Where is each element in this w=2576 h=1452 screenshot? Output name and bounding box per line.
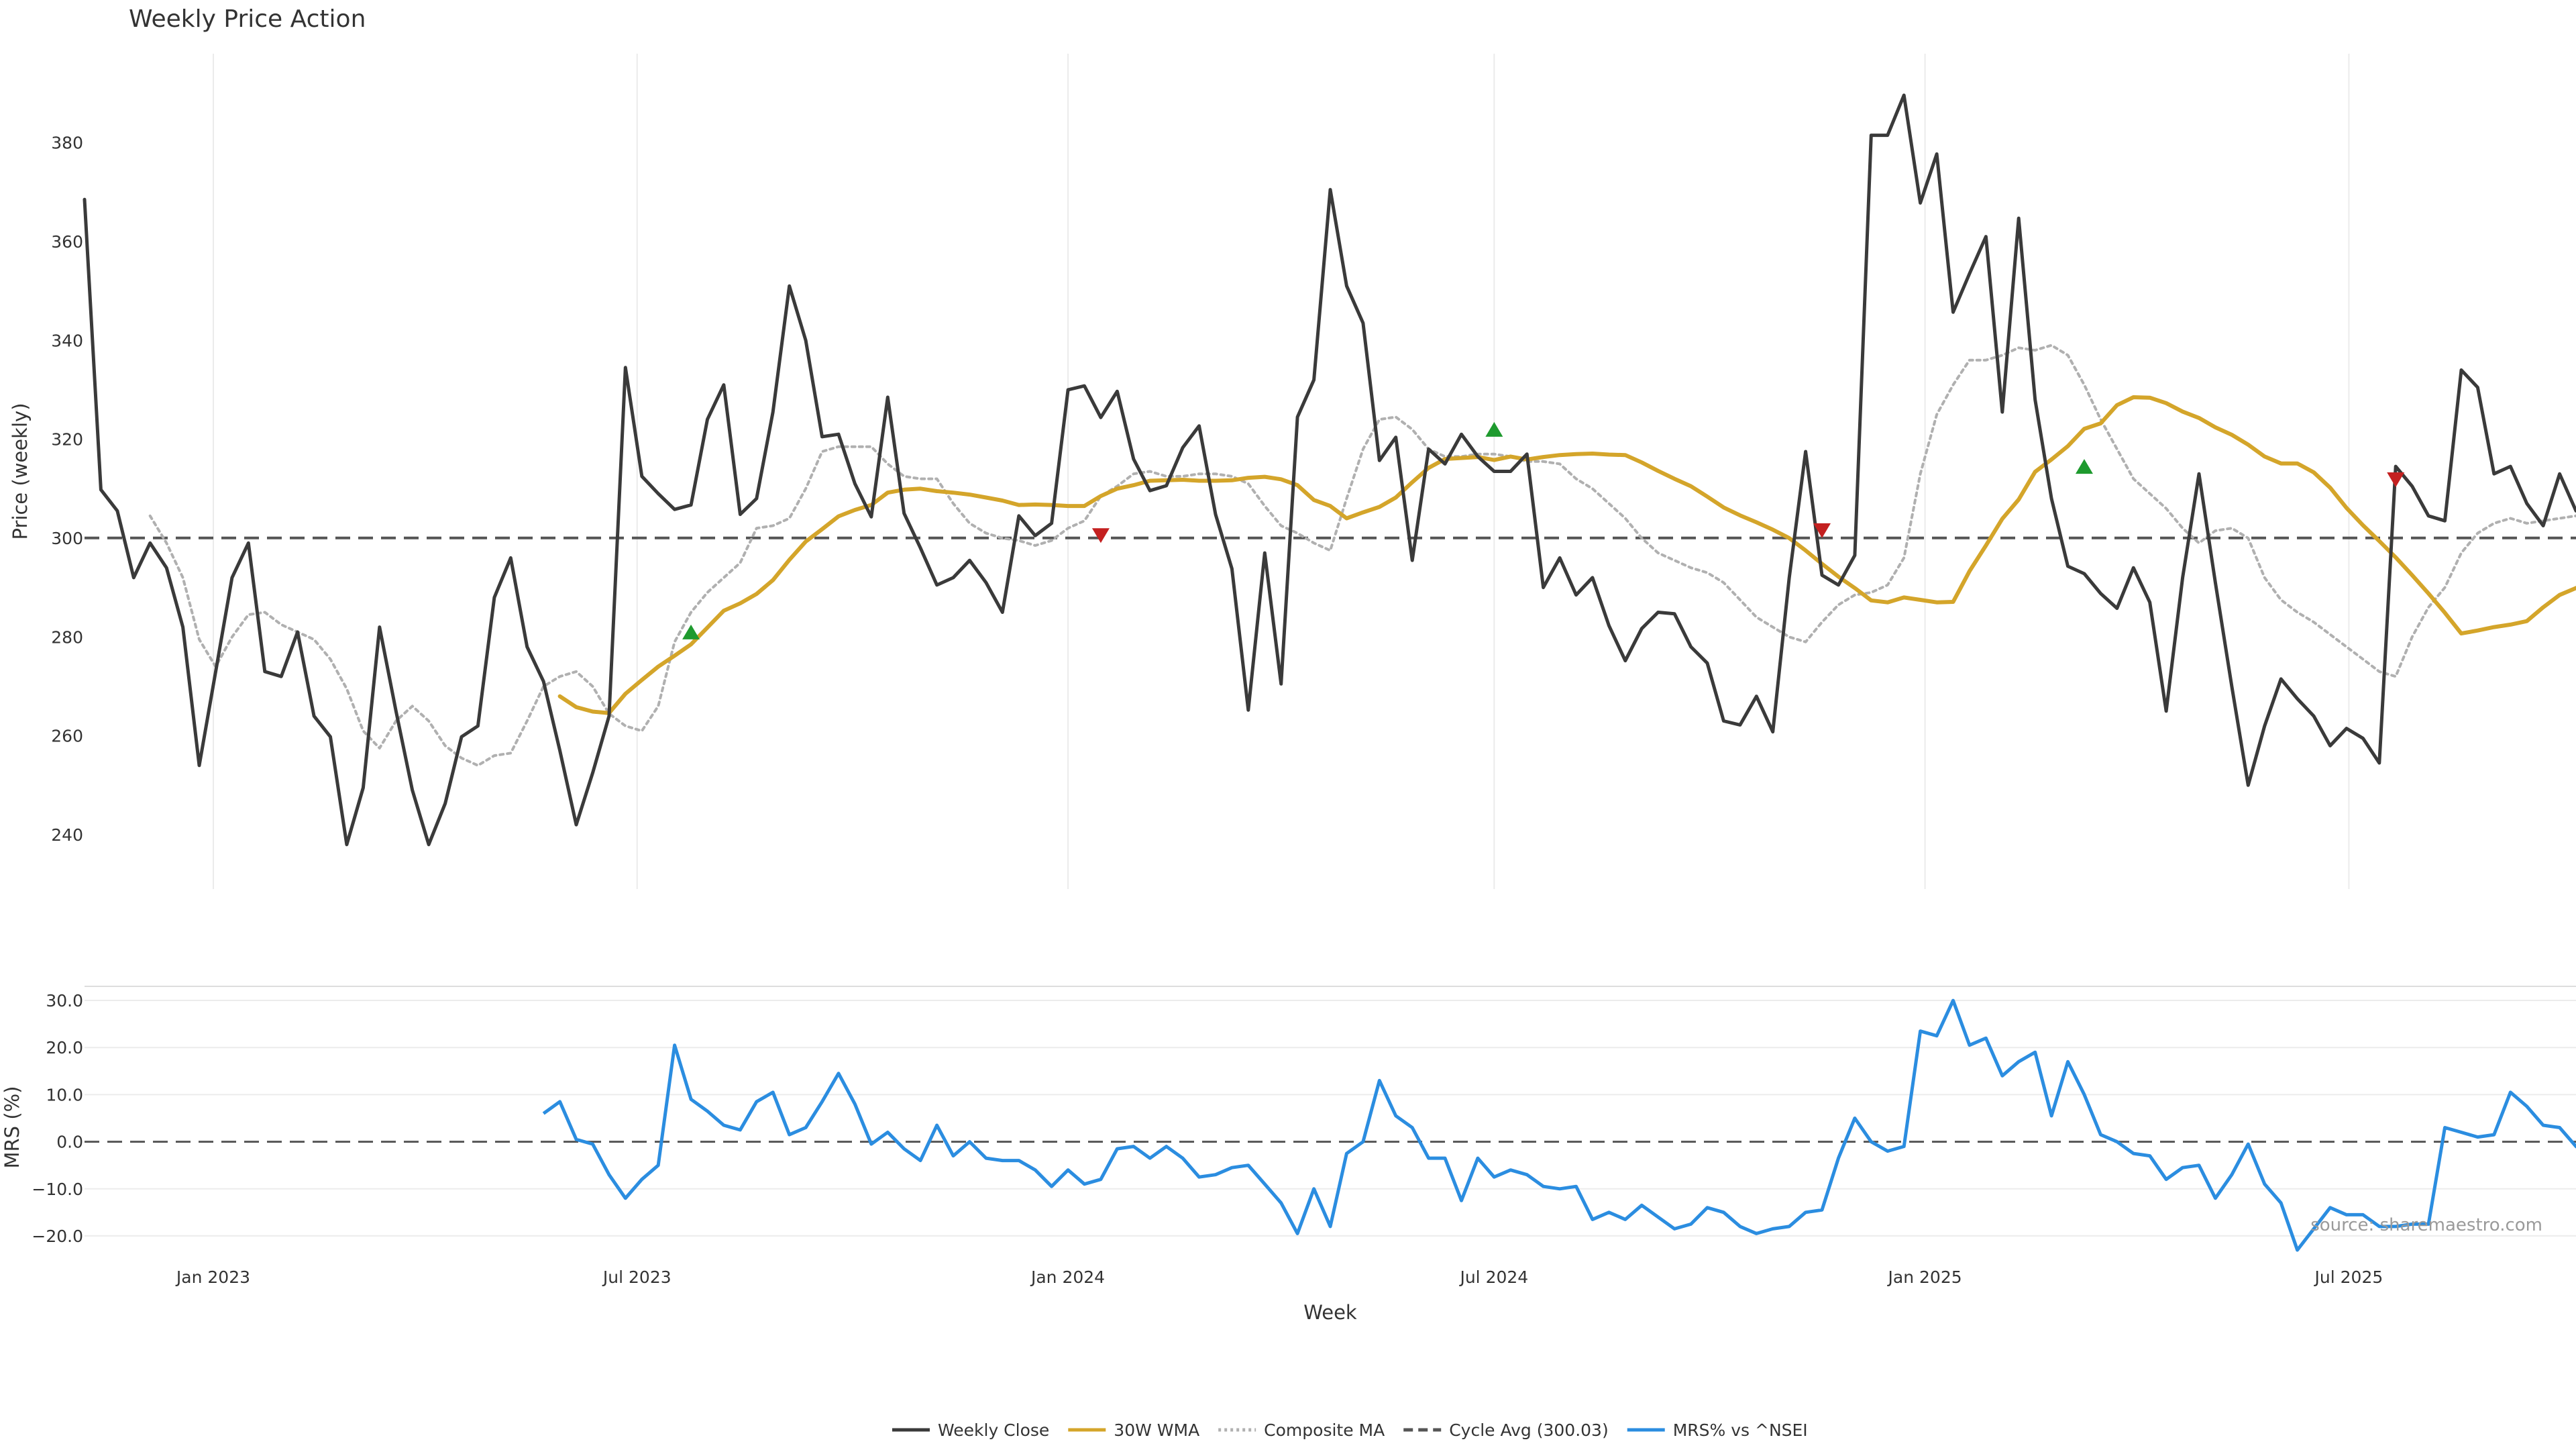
mrs-axis-title: MRS (%) <box>1 1086 23 1169</box>
x-tick-4: Jan 2025 <box>1887 1267 1962 1287</box>
mrs-tick-2: 0.0 <box>56 1133 83 1152</box>
x-tick-1: Jul 2023 <box>602 1267 672 1287</box>
sell-signal-marker-0 <box>1091 528 1110 543</box>
price-tick-360: 360 <box>51 232 83 252</box>
series-weekly-close <box>83 93 2576 847</box>
x-tick-0: Jan 2023 <box>175 1267 250 1287</box>
series-30w-wma <box>557 395 2576 715</box>
mrs-tick-4: 20.0 <box>46 1038 83 1057</box>
mrs-tick-5: 30.0 <box>46 991 83 1010</box>
mrs-tick-0: −20.0 <box>32 1227 83 1246</box>
series-composite-ma <box>148 344 2576 767</box>
x-tick-3: Jul 2024 <box>1458 1267 1528 1287</box>
legend-item-0: Weekly Close <box>938 1420 1049 1440</box>
buy-signal-marker-2 <box>2075 459 2093 474</box>
chart-title: Weekly Price Action <box>129 5 366 33</box>
x-axis: Jan 2023 Jul 2023 Jan 2024 Jul 2024 Jan 2025… <box>175 1267 2383 1287</box>
price-panel: 240 260 280 300 320 340 360 380 Price (weekly) <box>9 54 2576 889</box>
legend-item-4: MRS% vs ^NSEI <box>1673 1420 1808 1440</box>
price-tick-300: 300 <box>51 529 83 548</box>
legend-item-3: Cycle Avg (300.03) <box>1449 1420 1609 1440</box>
sell-signal-marker-1 <box>1813 523 1831 538</box>
legend: Weekly Close 30W WMA Composite MA Cycle Avg… <box>892 1420 1808 1440</box>
legend-item-2: Composite MA <box>1264 1420 1385 1440</box>
x-axis-title: Week <box>1303 1301 1357 1324</box>
buy-signal-marker-1 <box>1485 421 1503 437</box>
mrs-panel: −20.0 −10.0 0.0 10.0 20.0 30.0 MRS (%) <box>1 986 2576 1252</box>
series-mrs-vs-nsei <box>542 998 2576 1252</box>
mrs-tick-1: −10.0 <box>32 1180 83 1199</box>
price-tick-380: 380 <box>51 134 83 153</box>
sell-signal-marker-2 <box>2387 472 2405 488</box>
x-tick-5: Jul 2025 <box>2314 1267 2383 1287</box>
buy-signal-marker-0 <box>682 624 700 639</box>
x-tick-2: Jan 2024 <box>1030 1267 1105 1287</box>
price-tick-340: 340 <box>51 331 83 350</box>
price-axis-title: Price (weekly) <box>9 403 32 539</box>
price-tick-280: 280 <box>51 627 83 647</box>
price-tick-320: 320 <box>51 430 83 450</box>
legend-item-1: 30W WMA <box>1114 1420 1199 1440</box>
price-tick-260: 260 <box>51 727 83 746</box>
source-label: source: sharemaestro.com <box>2310 1215 2542 1235</box>
mrs-tick-3: 10.0 <box>46 1085 83 1104</box>
price-tick-240: 240 <box>51 825 83 845</box>
